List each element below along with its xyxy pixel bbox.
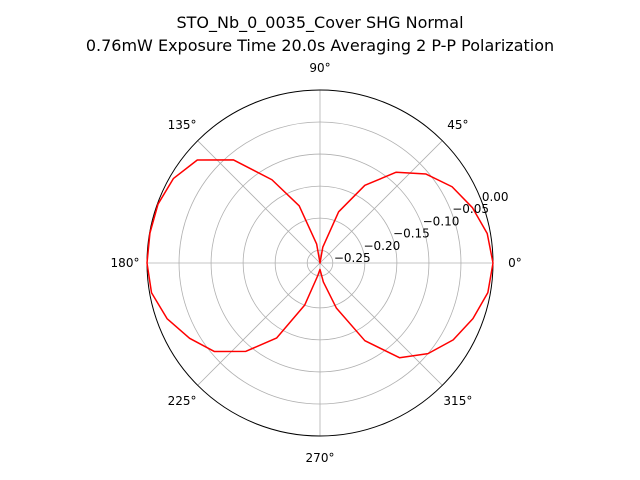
angular-gridline xyxy=(197,262,321,386)
radial-tick-label: −0.10 xyxy=(423,214,460,228)
angular-gridline xyxy=(319,140,443,264)
angle-tick-label: 315° xyxy=(443,394,472,408)
radial-tick-label: −0.20 xyxy=(363,239,400,253)
angular-gridline xyxy=(319,262,443,386)
angular-gridline xyxy=(197,140,321,264)
radial-tick-label: −0.25 xyxy=(334,251,371,265)
chart-subtitle: 0.76mW Exposure Time 20.0s Averaging 2 P… xyxy=(85,36,555,55)
angle-tick-label: 225° xyxy=(168,394,197,408)
angle-tick-label: 45° xyxy=(447,118,468,132)
angle-tick-label: 270° xyxy=(306,451,335,465)
radial-tick-label: −0.05 xyxy=(452,202,489,216)
angle-tick-label: 0° xyxy=(508,256,522,270)
radial-tick-label: −0.15 xyxy=(393,227,430,241)
angle-tick-label: 90° xyxy=(309,61,330,75)
radial-tick-label: 0.00 xyxy=(482,190,509,204)
angle-tick-label: 180° xyxy=(111,256,140,270)
chart-title: STO_Nb_0_0035_Cover SHG Normal xyxy=(176,13,464,32)
angle-tick-label: 135° xyxy=(168,118,197,132)
series-line xyxy=(146,159,494,359)
